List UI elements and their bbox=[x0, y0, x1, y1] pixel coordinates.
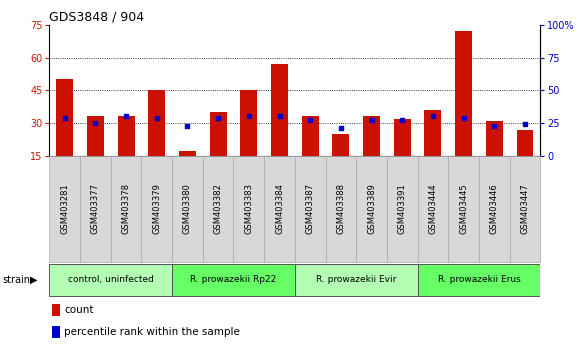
Bar bbox=[455, 31, 472, 156]
Point bbox=[397, 118, 407, 123]
Point bbox=[367, 118, 376, 123]
Text: R. prowazekii Erus: R. prowazekii Erus bbox=[437, 275, 521, 284]
Point bbox=[152, 115, 162, 121]
Point bbox=[183, 123, 192, 129]
Point bbox=[459, 115, 468, 121]
Text: GSM403377: GSM403377 bbox=[91, 183, 100, 234]
Bar bbox=[332, 134, 349, 156]
Text: GSM403389: GSM403389 bbox=[367, 183, 376, 234]
Point bbox=[306, 118, 315, 123]
Text: GSM403391: GSM403391 bbox=[398, 183, 407, 234]
Point bbox=[428, 114, 437, 119]
Bar bbox=[517, 130, 533, 156]
Point bbox=[213, 115, 223, 121]
Text: GSM403384: GSM403384 bbox=[275, 183, 284, 234]
Point bbox=[490, 123, 499, 129]
Bar bbox=[49, 264, 172, 296]
Bar bbox=[210, 112, 227, 156]
Text: GSM403380: GSM403380 bbox=[183, 183, 192, 234]
Text: GSM403447: GSM403447 bbox=[521, 183, 529, 234]
Bar bbox=[49, 156, 80, 262]
Text: control, uninfected: control, uninfected bbox=[68, 275, 154, 284]
Text: GSM403446: GSM403446 bbox=[490, 183, 499, 234]
Bar bbox=[241, 90, 257, 156]
Bar bbox=[271, 64, 288, 156]
Bar bbox=[141, 156, 172, 262]
Text: GSM403383: GSM403383 bbox=[245, 183, 253, 234]
Point bbox=[91, 120, 100, 126]
Bar bbox=[418, 264, 540, 296]
Bar bbox=[148, 90, 165, 156]
Text: GSM403387: GSM403387 bbox=[306, 183, 315, 234]
Bar bbox=[264, 156, 295, 262]
Text: GSM403281: GSM403281 bbox=[60, 183, 69, 234]
Bar bbox=[52, 304, 60, 316]
Text: strain: strain bbox=[3, 275, 31, 285]
Bar bbox=[80, 156, 111, 262]
Text: GSM403378: GSM403378 bbox=[121, 183, 131, 234]
Text: ▶: ▶ bbox=[30, 275, 38, 285]
Text: GSM403388: GSM403388 bbox=[336, 183, 345, 234]
Bar bbox=[295, 264, 418, 296]
Bar bbox=[203, 156, 234, 262]
Text: GSM403444: GSM403444 bbox=[428, 183, 437, 234]
Text: count: count bbox=[64, 305, 94, 315]
Bar bbox=[111, 156, 141, 262]
Text: percentile rank within the sample: percentile rank within the sample bbox=[64, 327, 240, 337]
Bar bbox=[172, 264, 295, 296]
Bar bbox=[394, 119, 411, 156]
Bar bbox=[356, 156, 387, 262]
Point bbox=[244, 114, 253, 119]
Bar bbox=[234, 156, 264, 262]
Bar bbox=[387, 156, 418, 262]
Text: GSM403445: GSM403445 bbox=[459, 183, 468, 234]
Bar bbox=[172, 156, 203, 262]
Bar bbox=[449, 156, 479, 262]
Bar bbox=[87, 116, 104, 156]
Point bbox=[121, 114, 131, 119]
Bar bbox=[425, 110, 442, 156]
Bar bbox=[418, 156, 449, 262]
Bar bbox=[118, 116, 135, 156]
Text: GSM403379: GSM403379 bbox=[152, 183, 162, 234]
Bar bbox=[302, 116, 318, 156]
Bar bbox=[295, 156, 325, 262]
Bar bbox=[510, 156, 540, 262]
Bar bbox=[479, 156, 510, 262]
Bar bbox=[56, 79, 73, 156]
Text: R. prowazekii Rp22: R. prowazekii Rp22 bbox=[191, 275, 277, 284]
Text: GDS3848 / 904: GDS3848 / 904 bbox=[49, 11, 145, 24]
Text: R. prowazekii Evir: R. prowazekii Evir bbox=[316, 275, 396, 284]
Point bbox=[275, 114, 284, 119]
Bar bbox=[486, 121, 503, 156]
Point bbox=[60, 115, 69, 121]
Text: GSM403382: GSM403382 bbox=[214, 183, 223, 234]
Bar bbox=[179, 152, 196, 156]
Bar bbox=[363, 116, 380, 156]
Bar bbox=[52, 326, 60, 338]
Bar bbox=[325, 156, 356, 262]
Point bbox=[521, 121, 530, 127]
Point bbox=[336, 125, 346, 131]
